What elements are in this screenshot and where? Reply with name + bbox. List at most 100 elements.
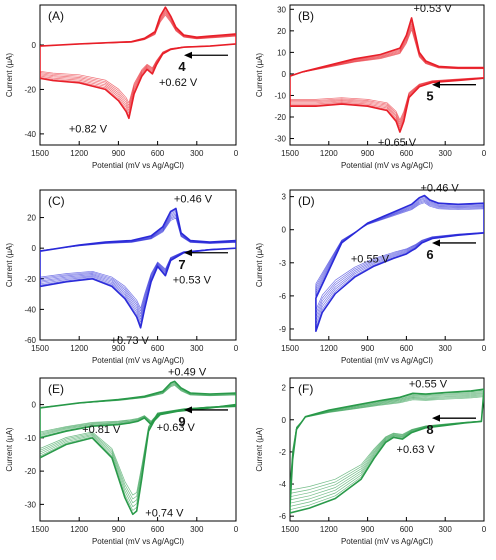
curves bbox=[290, 17, 484, 133]
y-tick-label: -30 bbox=[24, 500, 36, 509]
y-axis-label: Current (µA) bbox=[5, 243, 14, 288]
curves bbox=[40, 380, 236, 516]
x-tick-label: 600 bbox=[151, 344, 165, 353]
y-axis-label: Current (µA) bbox=[5, 427, 14, 472]
cv-series-0-cycle-7 bbox=[40, 216, 236, 312]
peak-annotation: +0.46 V bbox=[421, 183, 460, 195]
x-tick-label: 1500 bbox=[31, 149, 49, 158]
x-axis-label: Potential (mV vs Ag/AgCl) bbox=[92, 537, 184, 546]
x-tick-label: 300 bbox=[190, 525, 204, 534]
x-tick-label: 0 bbox=[482, 149, 487, 158]
cv-series-0-cycle-1 bbox=[290, 388, 484, 514]
panel-E: 1500 1200 900 600 300 0 0 -10 -20 -30 Potential (m… bbox=[5, 366, 239, 546]
scan-direction-arrow-icon bbox=[184, 406, 228, 414]
x-tick-label: 900 bbox=[361, 149, 375, 158]
peak-annotation: +0.74 V bbox=[145, 507, 184, 519]
compound-label: 8 bbox=[426, 422, 433, 437]
compound-label: 6 bbox=[426, 247, 433, 262]
x-tick-label: 900 bbox=[361, 525, 375, 534]
cv-series-0-cycle-2 bbox=[290, 389, 484, 511]
plot-frame bbox=[289, 4, 485, 146]
y-tick-label: -40 bbox=[24, 305, 36, 314]
x-tick-label: 300 bbox=[439, 344, 453, 353]
x-tick-label: 0 bbox=[234, 344, 239, 353]
panel-label: (A) bbox=[48, 9, 64, 23]
y-tick-label: 0 bbox=[282, 416, 287, 425]
y-tick-label: -10 bbox=[274, 91, 286, 100]
scan-direction-arrow-icon bbox=[432, 239, 476, 247]
x-axis-label: Potential (mV vs Ag/AgCl) bbox=[341, 161, 433, 170]
cv-series-0-cycle-7 bbox=[290, 29, 484, 121]
y-tick-label: -6 bbox=[279, 512, 287, 521]
cv-series-0-cycle-6 bbox=[290, 394, 484, 498]
y-tick-label: -30 bbox=[274, 135, 286, 144]
cv-series-1-cycle-6 bbox=[40, 405, 236, 496]
y-tick-label: -40 bbox=[24, 130, 36, 139]
peak-annotation: +0.65 V bbox=[378, 137, 417, 149]
y-tick-label: 0 bbox=[282, 226, 287, 235]
peak-annotation: +0.73 V bbox=[111, 335, 150, 347]
scan-direction-arrow-icon bbox=[432, 414, 476, 422]
cv-series-0-cycle-7 bbox=[290, 395, 484, 494]
x-tick-label: 300 bbox=[190, 149, 204, 158]
peak-annotation: +0.53 V bbox=[173, 275, 212, 287]
scan-direction-arrow-icon bbox=[432, 81, 476, 89]
y-tick-label: 2 bbox=[282, 384, 287, 393]
x-tick-label: 1200 bbox=[70, 344, 88, 353]
plot-frame bbox=[289, 189, 485, 341]
panel-label: (E) bbox=[48, 382, 64, 396]
cv-series-0-cycle-8 bbox=[40, 217, 236, 309]
cv-series-0-cycle-1 bbox=[40, 6, 236, 120]
cv-series-0-cycle-6 bbox=[315, 201, 484, 314]
x-tick-label: 1500 bbox=[31, 344, 49, 353]
x-tick-label: 300 bbox=[439, 525, 453, 534]
cv-series-0-cycle-4 bbox=[315, 198, 484, 321]
y-tick-label: -4 bbox=[279, 480, 287, 489]
x-tick-label: 0 bbox=[234, 149, 239, 158]
x-tick-label: 900 bbox=[112, 344, 126, 353]
curves bbox=[290, 388, 484, 514]
y-tick-label: -9 bbox=[279, 325, 287, 334]
cv-series-0-cycle-1 bbox=[290, 17, 484, 133]
y-tick-label: -60 bbox=[24, 336, 36, 345]
peak-annotation: +0.46 V bbox=[174, 193, 213, 205]
cv-series-0-cycle-6 bbox=[40, 13, 236, 106]
cv-series-0-cycle-8 bbox=[290, 396, 484, 491]
x-tick-label: 600 bbox=[151, 149, 165, 158]
cv-series-0-cycle-5 bbox=[315, 199, 484, 318]
y-tick-label: 20 bbox=[27, 214, 36, 223]
cv-series-0-cycle-4 bbox=[290, 392, 484, 504]
peak-annotation: +0.63 V bbox=[397, 444, 436, 456]
curves bbox=[315, 194, 484, 332]
peak-annotation: +0.54 V bbox=[163, 0, 202, 2]
x-tick-label: 900 bbox=[112, 525, 126, 534]
curves bbox=[40, 6, 236, 120]
x-tick-label: 900 bbox=[361, 344, 375, 353]
y-tick-label: 30 bbox=[277, 5, 286, 14]
compound-label: 7 bbox=[178, 257, 185, 272]
peak-annotation: +0.55 V bbox=[351, 254, 390, 266]
cv-series-0-cycle-4 bbox=[40, 10, 236, 111]
x-tick-label: 1500 bbox=[281, 344, 299, 353]
y-tick-label: -20 bbox=[24, 275, 36, 284]
x-tick-label: 1500 bbox=[281, 525, 299, 534]
cv-series-0-cycle-3 bbox=[40, 9, 236, 114]
plot-frame bbox=[289, 377, 485, 522]
panel-label: (C) bbox=[48, 194, 65, 208]
cv-series-0-cycle-7 bbox=[315, 202, 484, 311]
x-tick-label: 1200 bbox=[320, 525, 338, 534]
cv-series-0-cycle-3 bbox=[315, 197, 484, 325]
y-tick-label: -20 bbox=[24, 85, 36, 94]
y-tick-label: 0 bbox=[32, 244, 37, 253]
panel-label: (B) bbox=[298, 9, 314, 23]
y-tick-label: 10 bbox=[277, 48, 286, 57]
y-tick-label: -20 bbox=[24, 467, 36, 476]
x-tick-label: 600 bbox=[400, 149, 414, 158]
x-tick-label: 0 bbox=[234, 525, 239, 534]
x-tick-label: 0 bbox=[482, 344, 487, 353]
cv-series-0-cycle-6 bbox=[40, 214, 236, 315]
x-tick-label: 900 bbox=[112, 149, 126, 158]
peak-annotation: +0.62 V bbox=[159, 77, 198, 89]
cv-series-0-cycle-2 bbox=[40, 8, 236, 117]
